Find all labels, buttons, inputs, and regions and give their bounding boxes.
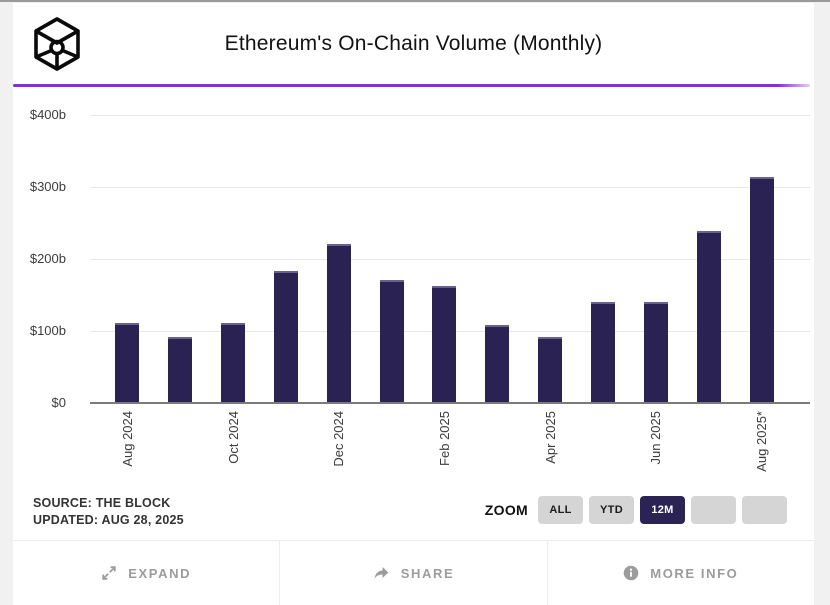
bottom-action-bar: EXPAND SHARE MORE INFO [13,540,814,605]
bar-dec-2024[interactable] [326,244,351,402]
expand-button[interactable]: EXPAND [13,541,280,605]
bar-band [682,115,735,402]
gridline [90,115,810,116]
x-label-slot [577,411,630,499]
share-icon [374,567,389,579]
x-label-slot: Aug 2024 [101,411,154,499]
bar-oct-2024[interactable] [221,323,246,402]
info-icon [623,565,639,581]
bar-feb-2025[interactable] [432,286,457,402]
bar-band [101,115,154,402]
more-info-label: MORE INFO [650,565,739,581]
x-tick-label: Oct 2024 [225,411,241,464]
bar-aug-2024[interactable] [115,323,140,402]
bar-band [629,115,682,402]
updated-text: UPDATED: AUG 28, 2025 [33,513,184,527]
x-label-slot: Dec 2024 [312,411,365,499]
chart-title: Ethereum's On-Chain Volume (Monthly) [224,32,603,55]
gridline [90,187,810,188]
share-button[interactable]: SHARE [279,541,547,605]
expand-label: EXPAND [128,565,192,581]
chart-widget: Ethereum's On-Chain Volume (Monthly) $40… [13,3,814,605]
y-axis-labels: $400b $300b $200b $100b $0 [13,107,78,410]
bar-band [207,115,260,402]
x-label-slot [260,411,313,499]
the-block-logo-icon[interactable] [33,16,81,72]
x-axis-line [90,402,810,404]
widget-header: Ethereum's On-Chain Volume (Monthly) [13,3,814,84]
bar-band [312,115,365,402]
bar-mar-2025[interactable] [485,325,510,402]
zoom-all-button[interactable]: ALL [538,496,583,524]
zoom-controls: ZOOM ALL YTD 12M [485,495,787,525]
source-block: SOURCE: THE BLOCK UPDATED: AUG 28, 2025 [33,495,184,529]
bar-aug-2025-[interactable] [749,176,774,402]
y-tick-label: $100b [29,323,66,338]
accent-divider [13,84,810,87]
more-info-button[interactable]: MORE INFO [546,541,814,605]
expand-icon [102,566,116,580]
zoom-12m-button[interactable]: 12M [640,496,685,524]
bar-band [154,115,207,402]
top-border [0,0,830,2]
bar-band [735,115,788,402]
bar-band [577,115,630,402]
bar-apr-2025[interactable] [538,337,563,402]
x-tick-label: Apr 2025 [542,411,558,464]
zoom-blank-button[interactable] [742,496,787,524]
source-text: SOURCE: THE BLOCK [33,496,171,510]
gridline [90,259,810,260]
x-tick-label: Jun 2025 [648,411,664,465]
x-label-slot [682,411,735,499]
bar-band [365,115,418,402]
x-tick-label: Aug 2025* [754,411,770,472]
zoom-blank-button[interactable] [691,496,736,524]
plot-area [90,115,810,404]
bar-band [260,115,313,402]
bar-jan-2025[interactable] [379,280,404,402]
x-tick-label: Aug 2024 [119,411,135,467]
x-tick-label: Feb 2025 [436,411,452,466]
bar-band [471,115,524,402]
bar-band [524,115,577,402]
y-tick-label: $300b [29,179,66,194]
zoom-ytd-button[interactable]: YTD [589,496,634,524]
y-tick-label: $200b [29,251,66,266]
x-label-slot [365,411,418,499]
bar-nov-2024[interactable] [273,270,298,402]
bar-band [418,115,471,402]
bar-jul-2025[interactable] [696,231,721,402]
x-label-slot [154,411,207,499]
x-label-slot: Feb 2025 [418,411,471,499]
x-label-slot [471,411,524,499]
bar-may-2025[interactable] [591,302,616,402]
x-label-slot: Apr 2025 [524,411,577,499]
share-label: SHARE [400,565,455,581]
zoom-label: ZOOM [484,502,528,518]
x-tick-label: Dec 2024 [331,411,347,467]
x-label-slot: Jun 2025 [629,411,682,499]
x-axis-labels: Aug 2024 Oct 2024 Dec 2024 Feb 2025 Apr 2025… [101,411,788,499]
y-tick-label: $400b [29,107,66,122]
bar-jun-2025[interactable] [643,302,668,402]
x-label-slot: Aug 2025* [735,411,788,499]
bar-sep-2024[interactable] [168,337,193,402]
x-label-slot: Oct 2024 [207,411,260,499]
y-tick-label: $0 [51,395,66,410]
